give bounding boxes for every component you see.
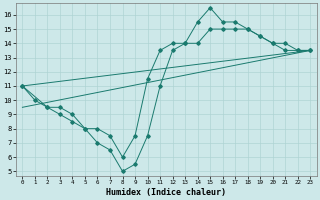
X-axis label: Humidex (Indice chaleur): Humidex (Indice chaleur) [106,188,226,197]
